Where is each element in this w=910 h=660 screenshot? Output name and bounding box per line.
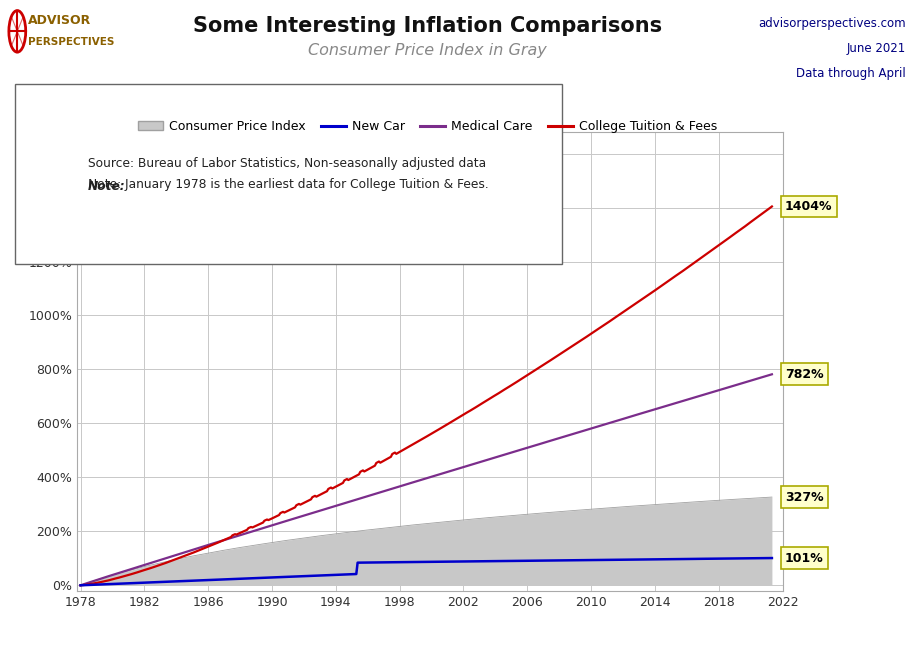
- Text: advisorperspectives.com: advisorperspectives.com: [758, 16, 905, 30]
- Text: Note:: Note:: [88, 180, 126, 193]
- Text: Some Interesting Inflation Comparisons: Some Interesting Inflation Comparisons: [193, 16, 662, 36]
- Text: Consumer Price Index in Gray: Consumer Price Index in Gray: [308, 43, 547, 58]
- Text: Data through April: Data through April: [795, 67, 905, 80]
- Text: PERSPECTIVES: PERSPECTIVES: [28, 37, 115, 48]
- Text: 327%: 327%: [785, 490, 824, 504]
- Text: Source: Bureau of Labor Statistics, Non-seasonally adjusted data
Note: January 1: Source: Bureau of Labor Statistics, Non-…: [88, 157, 489, 191]
- Text: 1404%: 1404%: [785, 200, 833, 213]
- Legend: Consumer Price Index, New Car, Medical Care, College Tuition & Fees: Consumer Price Index, New Car, Medical C…: [133, 115, 723, 138]
- Text: ADVISOR: ADVISOR: [28, 14, 92, 27]
- Text: June 2021: June 2021: [846, 42, 905, 55]
- Text: 782%: 782%: [785, 368, 824, 381]
- Text: 101%: 101%: [785, 552, 824, 564]
